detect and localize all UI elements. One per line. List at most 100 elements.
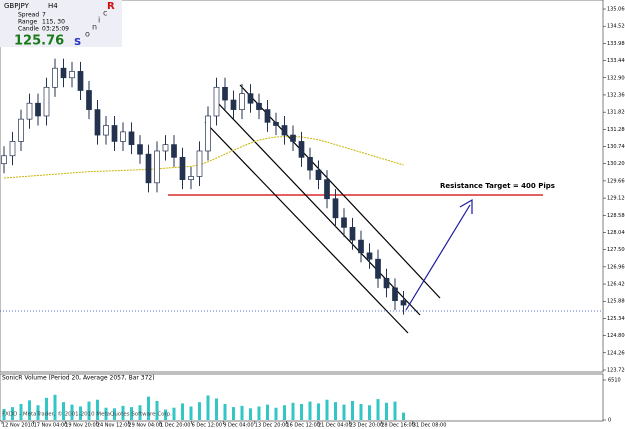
x-tick-label: 17 Nov 04:00 [34,423,68,429]
candle-body [290,134,296,142]
y-tick-label: 126.960 [607,264,625,270]
candle-body [77,71,84,91]
candle-body [162,144,169,152]
y-tick-label: 126.420 [607,282,625,288]
volume-bar [181,403,184,420]
y-tick-label: 123.720 [607,368,625,374]
last-price: 125.76 [14,34,64,49]
x-tick-label: 13 Dec 20:00 [255,423,289,429]
channel-line [239,84,441,299]
volume-bar [402,412,405,420]
y-tick-label: 133.440 [607,58,625,64]
y-tick-label: 131.280 [607,127,625,133]
candle-body [18,118,24,142]
volume-bar [96,399,99,420]
y-tick-label: 128.580 [607,213,625,219]
candle-body [239,93,245,110]
volume-bar [206,395,210,420]
volume-title: SonicR Volume (Period 20, Average 2057, … [2,375,155,382]
volume-bar [223,404,227,420]
volume-bar [2,408,6,420]
candle-body [94,109,101,136]
volume-bar [249,408,252,420]
volume-bar [368,405,371,420]
y-tick-label: 127.500 [607,247,625,253]
info-label: Candle [18,26,39,33]
volume-bar [155,400,159,420]
volume-bar [62,402,65,420]
info-background [0,0,122,47]
candle-body [43,86,50,117]
volume-bar [130,407,133,420]
candle-body [400,300,407,306]
volume-bar [376,399,380,420]
volume-bar [11,407,14,420]
y-tick-label: 134.520 [607,24,625,30]
x-tick-label: 29 Nov 04:00 [128,423,162,429]
volume-bar [317,403,320,420]
candle-body [332,198,339,219]
volume-bar [121,405,125,420]
candle-body [35,102,41,117]
y-tick-label: 125.880 [607,299,625,305]
volume-bar [283,405,286,420]
volume-bar [164,409,167,420]
y-tick-label: 130.200 [607,161,625,167]
y-tick-label: 129.120 [607,196,625,202]
volume-bar [87,401,91,420]
volume-bar [359,404,363,420]
logo-letter: i [98,16,100,25]
y-tick-label: 6510 [608,378,621,384]
y-tick-label: 129.660 [607,178,625,184]
y-tick-label: 135.060 [607,7,625,13]
arrow-head [459,198,473,214]
volume-bar [215,398,218,420]
candle-body [281,125,288,136]
candle-body [137,144,143,155]
candle-body [171,144,177,158]
footer: FXDD - MetaTrader, © 2001-2010 MetaQuote… [2,411,172,418]
volume-bar [291,402,295,420]
candle-body [145,153,152,184]
volume-bar [147,396,150,420]
info-label: Range [18,19,37,26]
volume-bar [342,404,346,420]
info-box: GBPJPY H4 Spread 7 Range 115, 30 Candle … [0,0,122,49]
volume-bar [257,406,261,420]
volume-bar [240,405,244,420]
volume-bar [36,405,40,420]
candle-body [52,67,58,88]
info-label: Spread [18,12,39,19]
candle-body [60,67,67,79]
x-tick-label: 31 Dec 08:00 [413,423,447,429]
candle-body [222,86,228,101]
volume-bar [232,407,235,420]
volume-bar [351,400,354,420]
volume-bar [113,408,116,420]
candle-body [196,150,203,177]
candle-body [86,90,92,110]
candle-body [179,156,186,180]
info-value: 7 [42,12,46,19]
annotation: Resistance Target = 400 Pips [440,182,555,190]
candle-body [128,131,135,145]
candle-body [69,71,75,79]
candle-body [341,217,347,228]
price-panel [0,0,604,373]
volume-bar [79,406,82,420]
x-tick-label: 1 Dec 20:00 [160,423,190,429]
candle-body [324,179,330,200]
candle-body [358,239,364,254]
x-tick-label: 19 Nov 20:00 [65,423,99,429]
x-tick-label: 21 Dec 04:00 [318,423,352,429]
symbol: GBPJPY [4,2,30,10]
volume-bar [104,407,108,420]
candle-body [103,125,109,136]
volume-bar [325,399,329,420]
y-tick-label: 128.040 [607,230,625,236]
y-tick-label: 130.740 [607,144,625,150]
volume-bar [138,405,142,420]
x-tick-label: 6 Dec 12:00 [192,423,222,429]
y-tick-label: 125.340 [607,316,625,322]
